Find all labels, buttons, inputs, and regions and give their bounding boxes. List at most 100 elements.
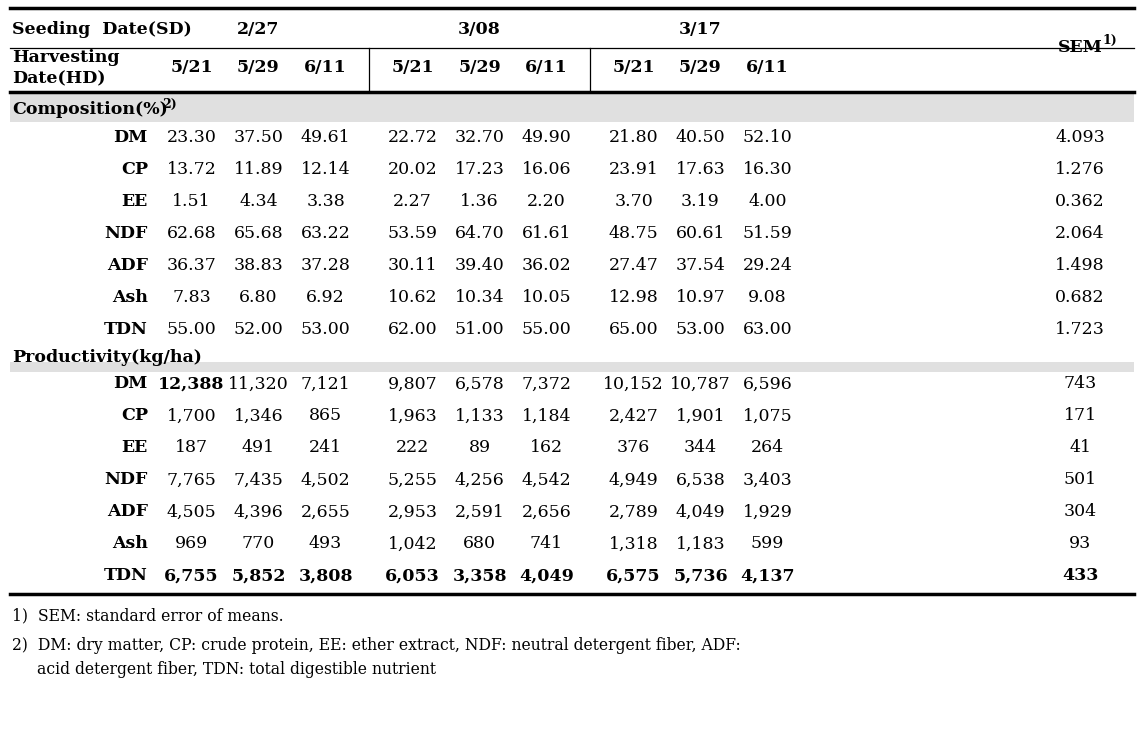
Text: 53.00: 53.00 [301, 321, 350, 339]
Text: 53.59: 53.59 [388, 225, 437, 243]
Text: 2,427: 2,427 [609, 407, 659, 425]
Text: 264: 264 [750, 440, 784, 456]
Text: 7,121: 7,121 [301, 375, 350, 392]
Text: 62.00: 62.00 [388, 321, 437, 339]
Text: 6/11: 6/11 [304, 59, 347, 76]
Text: 10.34: 10.34 [454, 290, 505, 306]
Text: 10,152: 10,152 [603, 375, 664, 392]
Text: 0.682: 0.682 [1055, 290, 1105, 306]
Text: 60.61: 60.61 [676, 225, 725, 243]
Text: 17.63: 17.63 [676, 162, 725, 178]
Text: 304: 304 [1064, 503, 1097, 521]
Text: 7.83: 7.83 [172, 290, 210, 306]
Text: 599: 599 [750, 536, 784, 553]
Text: 64.70: 64.70 [454, 225, 505, 243]
Text: DM: DM [113, 130, 148, 147]
Text: 49.61: 49.61 [301, 130, 350, 147]
Text: 36.37: 36.37 [167, 258, 216, 274]
Text: acid detergent fiber, TDN: total digestible nutrient: acid detergent fiber, TDN: total digesti… [11, 661, 436, 679]
Text: 4.093: 4.093 [1055, 130, 1105, 147]
Text: 21.80: 21.80 [609, 130, 658, 147]
Text: Seeding  Date(SD): Seeding Date(SD) [11, 22, 192, 38]
Text: 1,700: 1,700 [167, 407, 216, 425]
Text: ADF: ADF [108, 258, 148, 274]
Text: 52.10: 52.10 [742, 130, 793, 147]
Text: 4,256: 4,256 [454, 472, 505, 488]
Text: 1,133: 1,133 [454, 407, 505, 425]
Text: 38.83: 38.83 [233, 258, 284, 274]
Text: 3,358: 3,358 [452, 568, 507, 584]
Text: 1.276: 1.276 [1055, 162, 1105, 178]
Text: 51.59: 51.59 [742, 225, 793, 243]
Text: 5/21: 5/21 [391, 59, 434, 76]
Text: 4,396: 4,396 [233, 503, 284, 521]
Text: 29.24: 29.24 [742, 258, 793, 274]
Text: Ash: Ash [112, 290, 148, 306]
Text: 6,755: 6,755 [165, 568, 219, 584]
Text: 36.02: 36.02 [522, 258, 571, 274]
Text: 4,137: 4,137 [740, 568, 795, 584]
Text: 41: 41 [1068, 440, 1091, 456]
Text: 6,578: 6,578 [454, 375, 505, 392]
Text: 4,049: 4,049 [676, 503, 725, 521]
Text: 53.00: 53.00 [676, 321, 725, 339]
Text: 23.91: 23.91 [609, 162, 659, 178]
Text: 376: 376 [617, 440, 650, 456]
Text: 2.064: 2.064 [1055, 225, 1105, 243]
Text: 162: 162 [530, 440, 563, 456]
Text: 3.19: 3.19 [681, 193, 720, 210]
Text: 5,255: 5,255 [388, 472, 437, 488]
Text: 37.28: 37.28 [301, 258, 350, 274]
Text: 2,953: 2,953 [388, 503, 437, 521]
Text: 12.14: 12.14 [301, 162, 350, 178]
Text: 741: 741 [530, 536, 563, 553]
Text: 2,789: 2,789 [609, 503, 659, 521]
Text: 1,963: 1,963 [388, 407, 437, 425]
Text: 49.90: 49.90 [522, 130, 571, 147]
Text: 3/17: 3/17 [680, 22, 722, 38]
Text: 3,808: 3,808 [299, 568, 352, 584]
Text: TDN: TDN [104, 321, 148, 339]
Text: EE: EE [121, 440, 148, 456]
Text: CP: CP [121, 407, 148, 425]
Bar [10, 362, 1134, 372]
Text: 9,807: 9,807 [388, 375, 437, 392]
Text: 12,388: 12,388 [158, 375, 224, 392]
Text: 2.27: 2.27 [394, 193, 432, 210]
Text: 12.98: 12.98 [609, 290, 659, 306]
Text: 20.02: 20.02 [388, 162, 437, 178]
Text: 7,765: 7,765 [167, 472, 216, 488]
Text: 40.50: 40.50 [676, 130, 725, 147]
Text: 89: 89 [468, 440, 491, 456]
Text: Composition(%): Composition(%) [11, 102, 168, 118]
Text: 55.00: 55.00 [522, 321, 571, 339]
Text: CP: CP [121, 162, 148, 178]
Text: Ash: Ash [112, 536, 148, 553]
Text: 2)  DM: dry matter, CP: crude protein, EE: ether extract, NDF: neutral detergent: 2) DM: dry matter, CP: crude protein, EE… [11, 637, 741, 655]
Text: Harvesting
Date(HD): Harvesting Date(HD) [11, 49, 119, 87]
Text: 6/11: 6/11 [746, 59, 789, 76]
Text: 27.47: 27.47 [609, 258, 659, 274]
Text: 1.723: 1.723 [1055, 321, 1105, 339]
Text: 491: 491 [241, 440, 275, 456]
Text: 6/11: 6/11 [525, 59, 567, 76]
Text: 22.72: 22.72 [388, 130, 437, 147]
Text: 30.11: 30.11 [388, 258, 437, 274]
Text: 65.00: 65.00 [609, 321, 658, 339]
Text: 10.62: 10.62 [388, 290, 437, 306]
Text: 37.54: 37.54 [676, 258, 725, 274]
Text: 7,372: 7,372 [522, 375, 572, 392]
Text: 501: 501 [1064, 472, 1097, 488]
Text: 93: 93 [1068, 536, 1091, 553]
Text: 5/29: 5/29 [458, 59, 501, 76]
Text: 5/29: 5/29 [237, 59, 280, 76]
Text: 6.92: 6.92 [307, 290, 344, 306]
Text: 65.68: 65.68 [233, 225, 284, 243]
Text: 1,184: 1,184 [522, 407, 571, 425]
Text: 39.40: 39.40 [454, 258, 505, 274]
Text: 10,787: 10,787 [670, 375, 731, 392]
Text: 4.00: 4.00 [748, 193, 787, 210]
Text: 171: 171 [1064, 407, 1097, 425]
Text: Productivity(kg/ha): Productivity(kg/ha) [11, 350, 201, 366]
Text: 52.00: 52.00 [233, 321, 284, 339]
